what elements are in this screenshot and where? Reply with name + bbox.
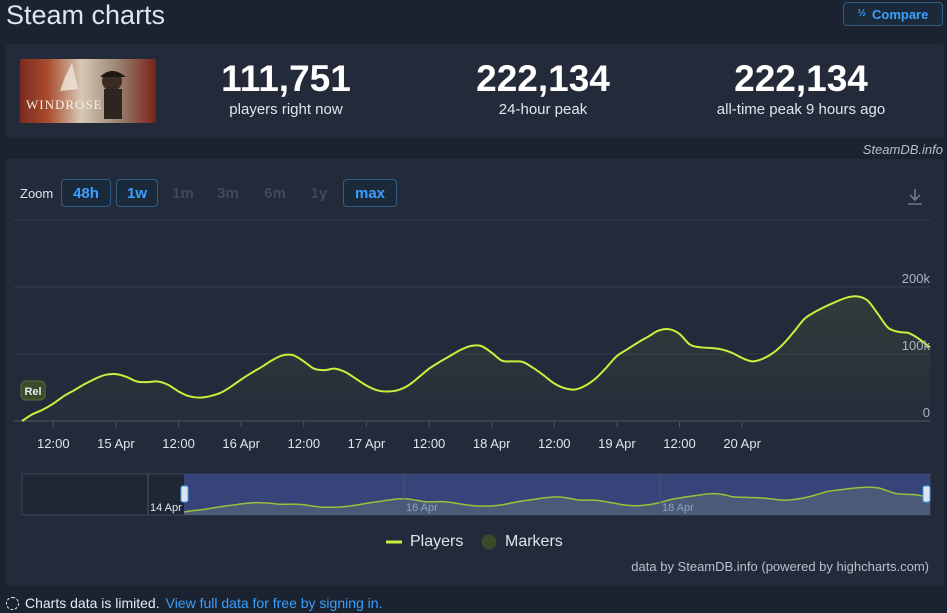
game-capsule-image[interactable]: WINDROSE — [20, 59, 156, 123]
footer-notice: Charts data is limited. View full data f… — [6, 595, 382, 611]
highcharts-credit[interactable]: data by SteamDB.info (powered by highcha… — [631, 559, 929, 574]
sort-numbers-icon: ½ — [857, 8, 866, 19]
chart-card: Zoom 48h 1w 1m 3m 6m 1y max Players Mark… — [6, 159, 944, 586]
legend-players-swatch — [386, 540, 402, 544]
legend-players-label: Players — [410, 533, 464, 550]
footer-text: Charts data is limited. — [25, 595, 160, 611]
stat-alltime-label: all-time peak 9 hours ago — [716, 101, 886, 118]
steamdb-credit[interactable]: SteamDB.info — [862, 142, 943, 157]
stat-now-value: 111,751 — [221, 58, 351, 99]
zoom-label: Zoom — [20, 186, 54, 201]
zoom-6m-button[interactable]: 6m — [264, 184, 286, 202]
legend-markers-swatch — [481, 534, 497, 550]
zoom-1w-button[interactable]: 1w — [116, 179, 158, 207]
stat-24h-peak: 222,134 24-hour peak — [458, 58, 628, 120]
game-logo-text: WINDROSE — [26, 97, 103, 112]
download-icon[interactable] — [905, 187, 925, 207]
stat-alltime-peak: 222,134 all-time peak 9 hours ago — [696, 58, 906, 120]
loading-icon — [6, 596, 19, 610]
zoom-1m-button[interactable]: 1m — [172, 184, 194, 202]
compare-label: Compare — [871, 6, 929, 22]
stat-alltime-value: 222,134 — [734, 58, 868, 99]
legend-markers-label: Markers — [505, 533, 563, 550]
zoom-1y-button[interactable]: 1y — [310, 184, 328, 202]
signin-link[interactable]: View full data for free by signing in. — [165, 595, 383, 611]
zoom-48h-button[interactable]: 48h — [61, 179, 111, 207]
capsule-art — [60, 63, 126, 119]
zoom-max-button[interactable]: max — [343, 179, 397, 207]
page-title: Steam charts — [6, 0, 166, 30]
stat-now: 111,751 players right now — [206, 58, 366, 120]
stat-24h-label: 24-hour peak — [498, 101, 588, 118]
stats-panel: WINDROSE 111,751 players right now 222,1… — [6, 44, 944, 138]
stat-24h-value: 222,134 — [476, 58, 610, 99]
legend-markers[interactable]: Markers — [481, 533, 563, 551]
zoom-3m-button[interactable]: 3m — [217, 184, 239, 202]
compare-button[interactable]: ½ Compare — [843, 2, 943, 26]
stat-now-label: players right now — [229, 101, 343, 118]
legend-players[interactable]: Players — [386, 533, 463, 551]
